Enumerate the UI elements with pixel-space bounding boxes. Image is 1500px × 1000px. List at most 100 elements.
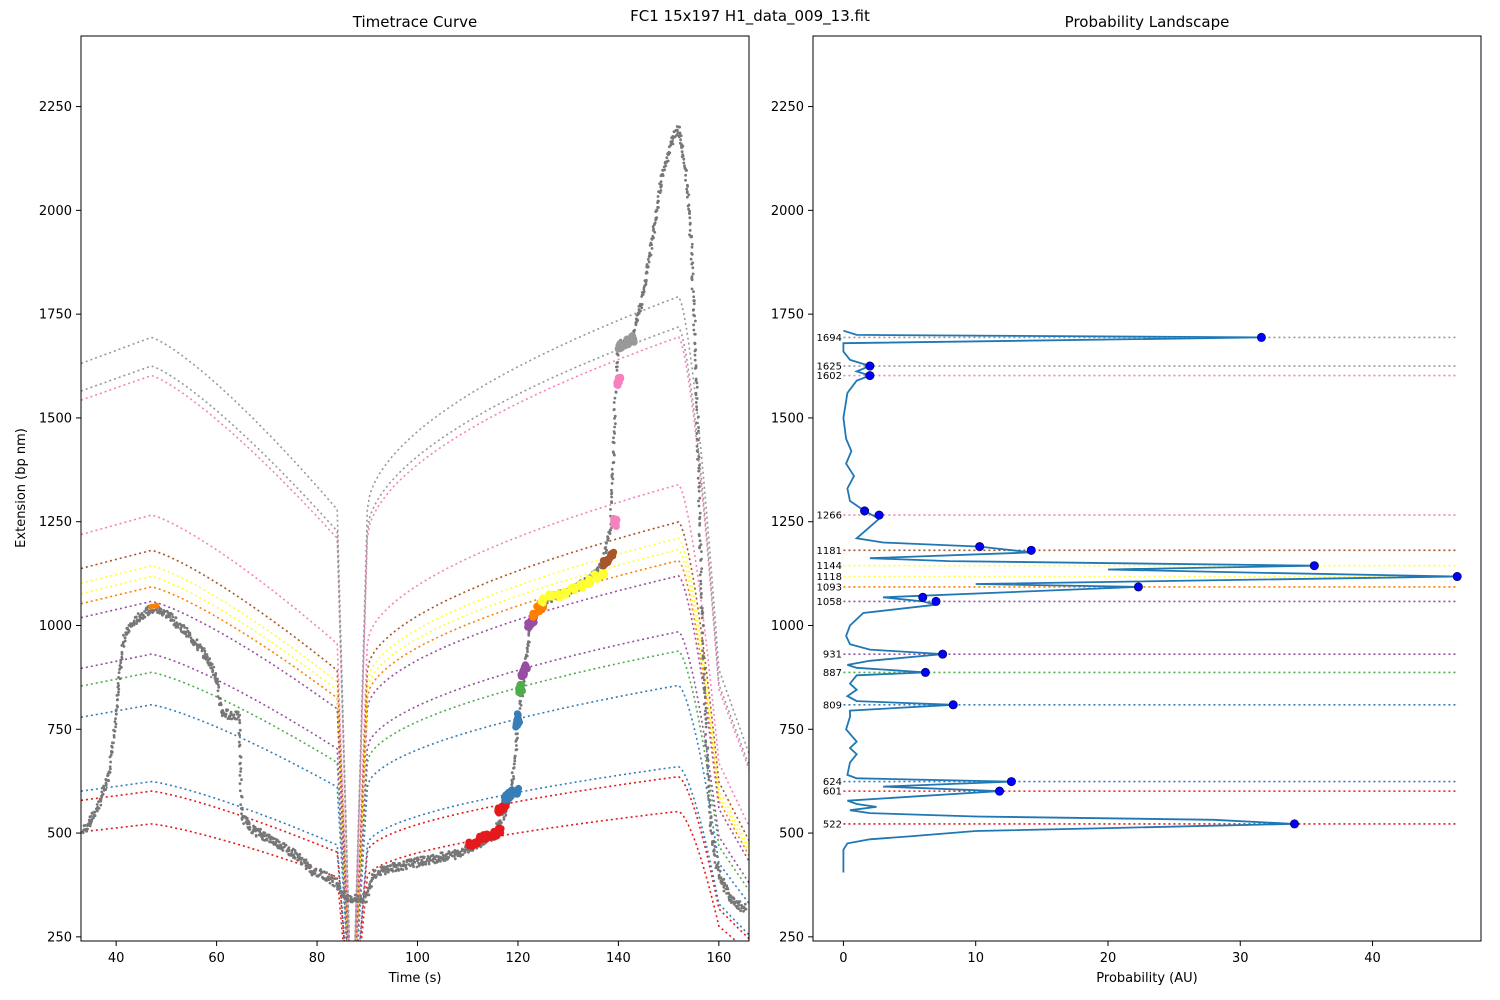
trace-point bbox=[467, 850, 470, 854]
trace-point bbox=[371, 877, 375, 881]
trace-point bbox=[512, 775, 515, 778]
trace-point bbox=[615, 368, 619, 372]
trace-point bbox=[667, 153, 670, 157]
trace-point bbox=[433, 861, 437, 865]
trace-point bbox=[206, 655, 209, 659]
dwell-marker-point bbox=[148, 603, 155, 610]
dwell-point bbox=[538, 598, 546, 606]
trace-point bbox=[605, 548, 608, 552]
trace-point bbox=[112, 735, 116, 739]
trace-point bbox=[613, 396, 617, 400]
trace-point bbox=[419, 855, 423, 859]
y-tick-label: 500 bbox=[47, 827, 72, 842]
trace-point bbox=[267, 834, 271, 838]
trace-point bbox=[427, 862, 431, 866]
trace-point bbox=[642, 288, 646, 291]
trace-point bbox=[359, 897, 363, 900]
trace-point bbox=[698, 496, 702, 500]
peak-marker bbox=[975, 542, 985, 552]
trace-point bbox=[256, 827, 260, 831]
theory-curve-601 bbox=[81, 775, 749, 941]
trace-point bbox=[692, 328, 696, 332]
trace-point bbox=[686, 195, 689, 199]
trace-point bbox=[702, 702, 706, 706]
trace-point bbox=[516, 736, 519, 740]
trace-point bbox=[711, 832, 714, 835]
theory-curve-1625 bbox=[81, 325, 749, 941]
trace-point bbox=[238, 774, 242, 777]
trace-point bbox=[655, 208, 659, 212]
trace-point bbox=[413, 857, 417, 860]
trace-point bbox=[704, 706, 708, 710]
level-label-1602: 1602 bbox=[817, 371, 842, 382]
trace-point bbox=[284, 843, 288, 847]
trace-point bbox=[699, 570, 703, 574]
trace-point bbox=[692, 299, 696, 302]
trace-point bbox=[704, 725, 708, 729]
trace-point bbox=[119, 658, 123, 662]
trace-point bbox=[114, 722, 118, 726]
trace-point bbox=[700, 567, 704, 570]
trace-point bbox=[676, 128, 679, 132]
trace-point bbox=[604, 546, 608, 549]
trace-point bbox=[145, 611, 148, 615]
y-tick-label: 250 bbox=[779, 930, 804, 945]
trace-point bbox=[687, 193, 691, 197]
peak-marker-1602 bbox=[865, 371, 875, 381]
trace-point bbox=[610, 491, 614, 495]
trace-point bbox=[667, 150, 671, 154]
trace-point bbox=[513, 754, 517, 758]
trace-point bbox=[694, 379, 698, 383]
trace-point bbox=[217, 685, 221, 689]
trace-point bbox=[701, 639, 704, 643]
trace-point bbox=[716, 868, 720, 872]
trace-point bbox=[171, 615, 175, 619]
trace-point bbox=[498, 819, 502, 822]
trace-point bbox=[679, 138, 682, 142]
dwell-marker-point bbox=[153, 602, 160, 609]
trace-point bbox=[690, 287, 694, 291]
trace-point bbox=[123, 636, 127, 639]
trace-point bbox=[613, 425, 616, 429]
trace-point bbox=[122, 645, 126, 648]
trace-point bbox=[384, 870, 387, 874]
trace-point bbox=[200, 649, 204, 653]
trace-point bbox=[394, 865, 398, 869]
peak-marker-1144 bbox=[1309, 561, 1319, 571]
trace-point bbox=[689, 257, 693, 261]
trace-point bbox=[247, 821, 251, 824]
y-tick-label: 1500 bbox=[39, 411, 72, 426]
trace-point bbox=[396, 867, 400, 871]
trace-point bbox=[718, 869, 722, 873]
peak-marker-809 bbox=[948, 700, 958, 710]
trace-point bbox=[238, 754, 242, 758]
trace-point bbox=[713, 845, 717, 848]
trace-point bbox=[696, 457, 699, 461]
theory-curve-1118 bbox=[81, 548, 749, 941]
trace-point bbox=[391, 869, 395, 873]
trace-point bbox=[708, 824, 712, 828]
trace-point bbox=[91, 811, 94, 815]
trace-point bbox=[122, 633, 125, 637]
trace-point bbox=[697, 415, 700, 419]
trace-point bbox=[659, 180, 663, 184]
trace-point bbox=[446, 852, 449, 856]
trace-point bbox=[319, 868, 323, 871]
trace-point bbox=[519, 703, 523, 707]
trace-point bbox=[524, 653, 528, 657]
trace-point bbox=[172, 619, 176, 622]
timetrace-ylabel: Extension (bp nm) bbox=[14, 428, 29, 548]
trace-point bbox=[722, 889, 726, 893]
trace-point bbox=[692, 295, 696, 299]
trace-point bbox=[653, 221, 657, 225]
theory-curve-1144 bbox=[81, 537, 749, 941]
trace-point bbox=[259, 827, 262, 831]
trace-point bbox=[170, 613, 174, 616]
trace-point bbox=[346, 897, 350, 901]
x-tick-label: 10 bbox=[967, 951, 984, 966]
trace-point bbox=[527, 633, 531, 637]
trace-point bbox=[99, 803, 103, 807]
trace-point bbox=[707, 790, 711, 793]
trace-point bbox=[198, 643, 202, 647]
